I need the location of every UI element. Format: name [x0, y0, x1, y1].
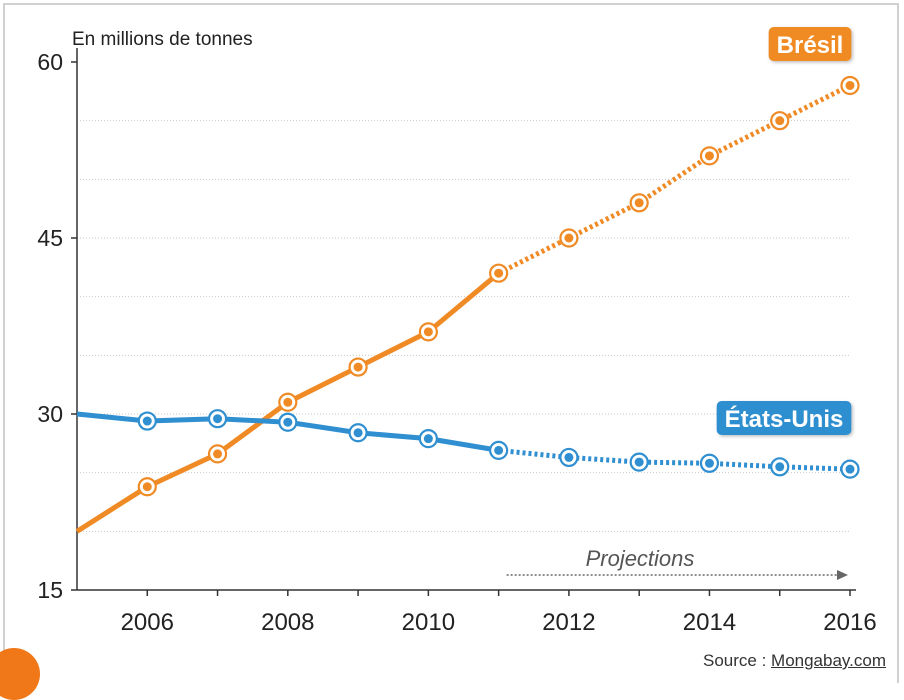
- series-line-projection: [497, 83, 852, 276]
- legend-tag: Brésil: [768, 27, 852, 61]
- line-chart: 15 30 45 60 2006 2008 2010 2012 2014 2016 En mill…: [37, 27, 877, 636]
- data-point: [699, 453, 720, 473]
- x-tick-label: 2010: [402, 609, 455, 636]
- legend-tag-label: États-Unis: [725, 405, 844, 433]
- chart-frame: [3, 3, 899, 683]
- y-tick-label: 15: [37, 577, 63, 603]
- data-point: [489, 440, 509, 460]
- legend-tag-label: Brésil: [777, 32, 844, 59]
- y-axis-label: En millions de tonnes: [72, 29, 253, 50]
- x-tick-label: 2008: [261, 609, 314, 636]
- y-tick-label: 60: [37, 49, 63, 75]
- x-tick-label: 2016: [823, 609, 876, 636]
- projections-label: Projections: [586, 546, 695, 571]
- data-point: [207, 409, 228, 429]
- data-point: [278, 412, 298, 432]
- data-point: [840, 459, 860, 479]
- projections-arrowhead: [837, 570, 848, 580]
- labels-layer: En millions de tonnes Projections Brésil Ét…: [72, 27, 852, 580]
- data-point: [207, 444, 228, 464]
- y-tick-label: 30: [37, 401, 63, 427]
- data-point: [418, 429, 438, 449]
- data-point: [770, 111, 790, 131]
- data-point: [629, 452, 649, 472]
- axes: 15 30 45 60 2006 2008 2010 2012 2014 2016: [37, 48, 877, 636]
- source-link[interactable]: Mongabay.com: [771, 651, 886, 670]
- source-note: Source : Mongabay.com: [703, 651, 886, 671]
- data-point: [278, 392, 298, 412]
- x-tick-label: 2012: [542, 609, 595, 636]
- data-point: [629, 193, 649, 213]
- data-point: [699, 146, 720, 166]
- data-point: [559, 447, 579, 468]
- grid-lines: [77, 120, 850, 532]
- y-tick-label: 45: [37, 225, 63, 251]
- source-label: Source :: [702, 651, 767, 670]
- data-point: [137, 411, 157, 431]
- series-0: [75, 75, 860, 534]
- x-tick-label: 2006: [121, 609, 174, 636]
- x-tick-label: 2014: [683, 609, 736, 636]
- data-point: [137, 477, 157, 497]
- series-line-projection: [498, 447, 851, 472]
- data-point: [348, 357, 368, 377]
- data-point: [489, 263, 509, 283]
- data-point: [770, 457, 790, 477]
- series-1: [76, 409, 860, 479]
- data-point: [840, 75, 860, 96]
- legend-tag: États-Unis: [716, 401, 852, 435]
- series-layer: [75, 75, 860, 534]
- data-point: [559, 228, 579, 248]
- data-point: [348, 423, 368, 443]
- data-point: [418, 322, 438, 342]
